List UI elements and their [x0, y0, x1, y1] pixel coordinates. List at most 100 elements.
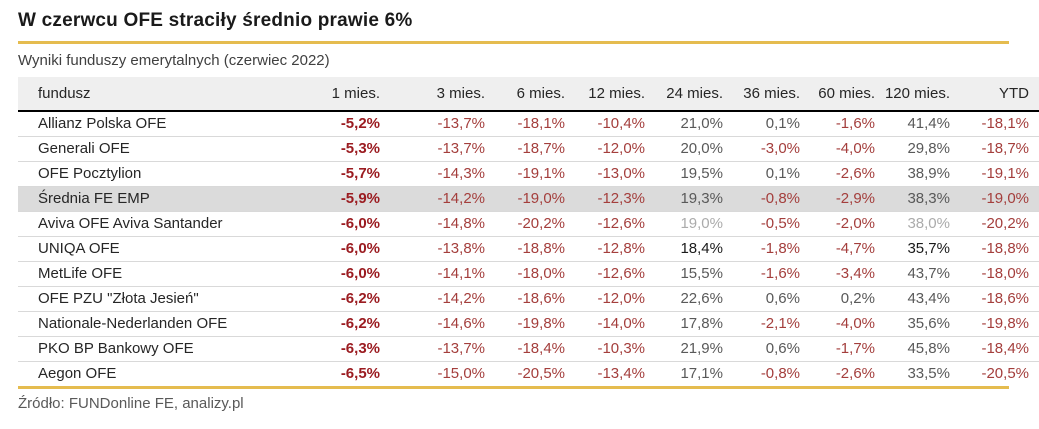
- value-cell: 33,5%: [875, 360, 950, 386]
- value-cell: -18,7%: [485, 135, 565, 161]
- column-header: 3 mies.: [380, 77, 485, 112]
- value-cell: -10,3%: [565, 335, 645, 361]
- table-row: Generali OFE -5,3% -13,7% -18,7% -12,0% 20,0%…: [18, 135, 1039, 161]
- value-cell: 38,0%: [875, 210, 950, 236]
- value-cell: -4,0%: [800, 310, 875, 336]
- value-cell: -13,8%: [380, 235, 485, 261]
- value-cell: -18,6%: [485, 285, 565, 311]
- value-cell: -20,5%: [950, 360, 1039, 386]
- column-header: YTD: [950, 77, 1039, 112]
- fund-name-cell: PKO BP Bankowy OFE: [18, 335, 280, 361]
- fund-name-cell: MetLife OFE: [18, 260, 280, 286]
- value-cell: -20,5%: [485, 360, 565, 386]
- value-cell: 38,3%: [875, 185, 950, 211]
- table-row: UNIQA OFE -6,0% -13,8% -18,8% -12,8% 18,4% -1,…: [18, 235, 1039, 261]
- value-cell: -19,0%: [485, 185, 565, 211]
- column-header: 12 mies.: [565, 77, 645, 112]
- value-cell: 18,4%: [645, 235, 723, 261]
- table-row: Allianz Polska OFE -5,2% -13,7% -18,1% -10,4…: [18, 111, 1039, 136]
- column-header-fund: fundusz: [18, 77, 280, 112]
- value-cell: -18,1%: [981, 115, 1029, 133]
- value-cell: -20,2%: [485, 210, 565, 236]
- value-cell: -0,5%: [723, 210, 800, 236]
- table-row: OFE Pocztylion -5,7% -14,3% -19,1% -13,0% 19,…: [18, 160, 1039, 186]
- value-cell: -1,6%: [723, 260, 800, 286]
- value-cell: -13,0%: [565, 160, 645, 186]
- value-cell: -1,8%: [723, 235, 800, 261]
- value-cell: -20,2%: [950, 210, 1039, 236]
- title-divider: [18, 41, 1009, 44]
- value-cell: -5,7%: [280, 160, 380, 186]
- value-cell: -2,0%: [800, 210, 875, 236]
- value-cell: 19,0%: [645, 210, 723, 236]
- value-cell: 22,6%: [645, 285, 723, 311]
- value-cell: -2,6%: [800, 360, 875, 386]
- table-row: Nationale-Nederlanden OFE -6,2% -14,6% -19,…: [18, 310, 1039, 336]
- value-cell: -14,0%: [565, 310, 645, 336]
- value-cell: -18,6%: [950, 285, 1039, 311]
- value-cell: -6,0%: [280, 235, 380, 261]
- value-cell: -0,8%: [723, 360, 800, 386]
- value-cell: 19,5%: [645, 160, 723, 186]
- fund-name-cell: Średnia FE EMP: [18, 185, 280, 211]
- value-cell: 17,1%: [645, 360, 723, 386]
- value-cell: -5,9%: [280, 185, 380, 211]
- table-body: Allianz Polska OFE -5,2% -13,7% -18,1% -10,4…: [18, 111, 1039, 386]
- value-cell: -4,0%: [800, 135, 875, 161]
- fund-name-cell: Aviva OFE Aviva Santander: [18, 210, 280, 236]
- value-cell: 15,5%: [645, 260, 723, 286]
- value-cell: -18,0%: [485, 260, 565, 286]
- value-cell: -14,2%: [380, 285, 485, 311]
- value-cell: -18,0%: [950, 260, 1039, 286]
- column-header: 120 mies.: [875, 77, 950, 112]
- value-cell: 0,1%: [723, 160, 800, 186]
- value-cell: 43,4%: [875, 285, 950, 311]
- source-note: Źródło: FUNDonline FE, analizy.pl: [18, 395, 244, 412]
- table-row: PKO BP Bankowy OFE -6,3% -13,7% -18,4% -10,3…: [18, 335, 1039, 361]
- value-cell: -2,9%: [800, 185, 875, 211]
- value-cell: -12,0%: [565, 285, 645, 311]
- value-cell: -2,1%: [723, 310, 800, 336]
- table-row: MetLife OFE -6,0% -14,1% -18,0% -12,6% 15,5% -…: [18, 260, 1039, 286]
- value-cell: 0,6%: [723, 285, 800, 311]
- value-cell: -5,3%: [280, 135, 380, 161]
- column-header: 60 mies.: [800, 77, 875, 112]
- value-cell: -18,4%: [485, 335, 565, 361]
- bottom-divider: [18, 386, 1009, 389]
- value-cell: -13,4%: [565, 360, 645, 386]
- fund-name-cell: Allianz Polska OFE: [38, 115, 167, 133]
- value-cell: -2,6%: [800, 160, 875, 186]
- value-cell: -1,6%: [835, 115, 875, 133]
- results-table: fundusz 1 mies. 3 mies. 6 mies. 12 mies. 24 m…: [18, 77, 1039, 386]
- value-cell: -19,8%: [485, 310, 565, 336]
- value-cell: -1,7%: [800, 335, 875, 361]
- value-cell: -18,1%: [517, 115, 565, 133]
- value-cell: 21,9%: [645, 335, 723, 361]
- value-cell: -6,2%: [280, 310, 380, 336]
- value-cell: -5,2%: [340, 115, 380, 133]
- value-cell: 41,4%: [907, 115, 950, 133]
- table-row: OFE PZU "Złota Jesień" -6,2% -14,2% -18,6% -…: [18, 285, 1039, 311]
- value-cell: -19,0%: [950, 185, 1039, 211]
- column-header: 24 mies.: [645, 77, 723, 112]
- fund-name-cell: OFE Pocztylion: [18, 160, 280, 186]
- value-cell: -18,4%: [950, 335, 1039, 361]
- table-row: Aviva OFE Aviva Santander -6,0% -14,8% -20,…: [18, 210, 1039, 236]
- value-cell: -19,8%: [950, 310, 1039, 336]
- value-cell: -18,8%: [485, 235, 565, 261]
- value-cell: 0,6%: [723, 335, 800, 361]
- value-cell: -14,8%: [380, 210, 485, 236]
- value-cell: -6,2%: [280, 285, 380, 311]
- value-cell: 17,8%: [645, 310, 723, 336]
- value-cell: -18,7%: [950, 135, 1039, 161]
- value-cell: -14,1%: [380, 260, 485, 286]
- value-cell: -18,8%: [950, 235, 1039, 261]
- value-cell: -3,0%: [723, 135, 800, 161]
- value-cell: -12,3%: [565, 185, 645, 211]
- fund-name-cell: UNIQA OFE: [18, 235, 280, 261]
- fund-name-cell: Generali OFE: [18, 135, 280, 161]
- value-cell: -19,1%: [950, 160, 1039, 186]
- value-cell: 35,7%: [875, 235, 950, 261]
- value-cell: -12,0%: [565, 135, 645, 161]
- value-cell: -14,2%: [380, 185, 485, 211]
